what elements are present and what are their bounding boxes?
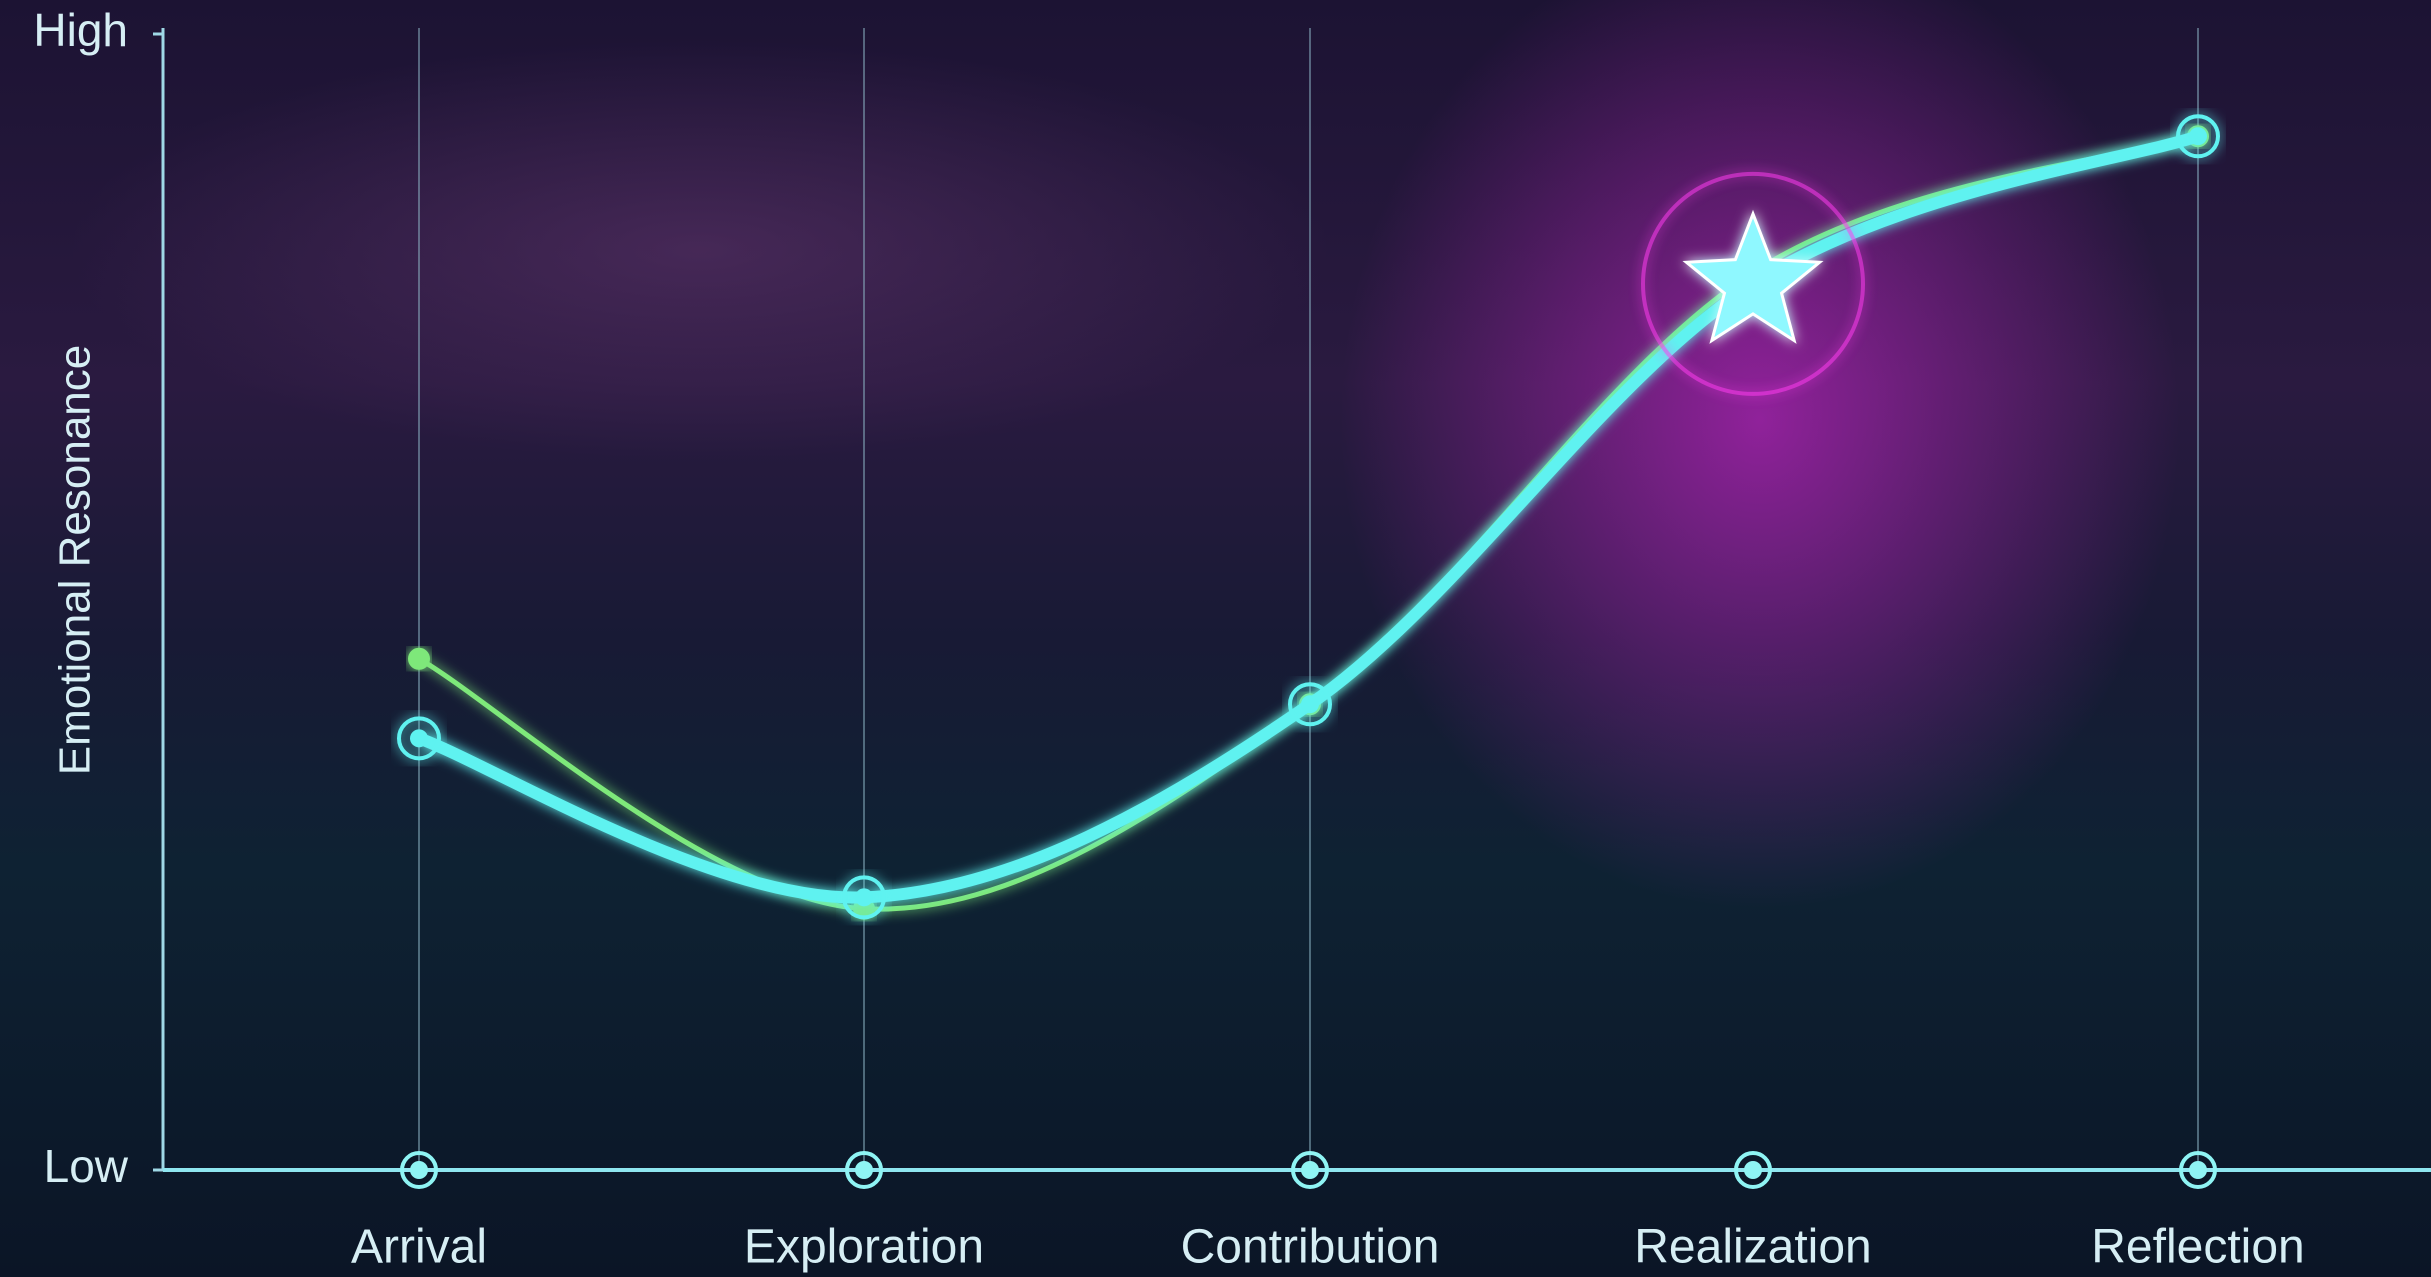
axis-node-dot xyxy=(2189,1161,2207,1179)
axis-node xyxy=(1734,1151,1772,1189)
x-tick-label: Exploration xyxy=(744,1221,984,1274)
axis-node-dot xyxy=(1744,1161,1762,1179)
series-line xyxy=(413,130,2204,904)
axis-node xyxy=(400,1151,438,1189)
axis-node-dot xyxy=(410,1161,428,1179)
x-tick-label: Contribution xyxy=(1181,1221,1440,1274)
point-core xyxy=(855,888,873,907)
axis-node xyxy=(2179,1151,2217,1189)
axis-node-dot xyxy=(1301,1161,1319,1179)
y-axis-label: Emotional Resonance xyxy=(51,345,100,775)
x-tick-label: Reflection xyxy=(2091,1221,2304,1274)
x-tick-label: Realization xyxy=(1634,1221,1871,1274)
point-core xyxy=(2189,127,2207,146)
axis-node xyxy=(845,1151,883,1189)
point xyxy=(2176,114,2220,159)
point xyxy=(408,647,430,670)
point xyxy=(397,716,441,761)
highlight-star xyxy=(1682,209,1824,344)
y-tick-label: Low xyxy=(44,1140,129,1192)
point-core xyxy=(410,729,428,748)
y-tick-label: High xyxy=(33,4,128,56)
highlight-halo xyxy=(1641,171,1865,396)
point xyxy=(1288,682,1332,727)
series-line xyxy=(416,133,2201,912)
x-tick-label: Arrival xyxy=(351,1221,487,1274)
axis-node xyxy=(1291,1151,1329,1189)
axis-node-dot xyxy=(855,1161,873,1179)
point xyxy=(842,875,886,920)
point-core xyxy=(1301,695,1319,714)
